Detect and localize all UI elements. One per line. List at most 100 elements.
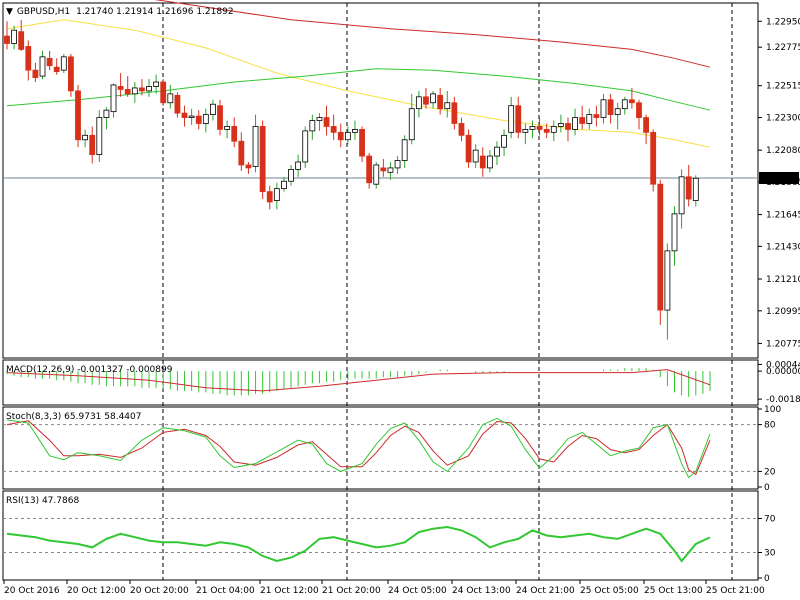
rsi-tick-label: 70	[764, 515, 776, 525]
rsi-tick-label: 30	[764, 549, 776, 559]
price-tick-label: 1.22080	[766, 146, 800, 156]
candle-body	[153, 81, 160, 87]
candle-body	[423, 96, 429, 105]
macd-label: MACD(12,26,9) -0.001327 -0.000899	[6, 365, 173, 375]
candle-body	[53, 66, 60, 73]
candle-body	[522, 129, 529, 133]
candle-body	[494, 146, 500, 157]
price-tick-label: 1.20775	[766, 339, 800, 349]
candle-body	[678, 176, 685, 215]
candle-body	[60, 56, 67, 71]
candle-body	[579, 117, 586, 124]
candle-body	[479, 155, 486, 169]
x-tick-label: 24 Oct 13:00	[452, 586, 511, 596]
candle-body	[465, 134, 472, 163]
macd-tick-label: 0.00044	[766, 360, 800, 370]
candle-body	[458, 123, 465, 136]
ma-slow-line	[154, 0, 711, 68]
candle-body	[657, 183, 664, 311]
candle-body	[210, 103, 216, 115]
candle-body	[600, 99, 607, 118]
candle-body	[621, 99, 628, 110]
current-price-marker	[759, 171, 799, 184]
candle-body	[401, 139, 408, 161]
candle-body	[486, 155, 493, 169]
candle-body	[295, 161, 302, 170]
stoch-main-line	[6, 417, 711, 479]
chart-header: ▼ GBPUSD,H1 1.21740 1.21914 1.21696 1.2189…	[6, 7, 234, 17]
candle-body	[415, 96, 422, 110]
x-tick-label: 24 Oct 05:00	[388, 586, 447, 596]
header-arrow: ▼	[6, 7, 13, 17]
candle-body	[380, 167, 387, 172]
x-tick-label: 20 Oct 12:00	[67, 586, 126, 596]
ma-fast-line	[6, 19, 711, 148]
price-tick-label: 1.20995	[766, 307, 800, 317]
x-tick-label: 21 Oct 12:00	[260, 586, 319, 596]
candle-body	[344, 131, 351, 141]
macd-tick-label: 0.00000	[766, 367, 800, 377]
candle-body	[39, 56, 46, 77]
candle-body	[643, 117, 649, 133]
stoch-tick-label: 0	[764, 483, 770, 493]
pane-border-rsi	[2, 490, 759, 581]
pane-border-stoch	[2, 406, 759, 490]
candle-body	[266, 191, 273, 203]
current-price-label: 1.21892	[762, 174, 799, 184]
candle-body	[557, 123, 564, 127]
stoch-label: Stoch(8,3,3) 65.9731 58.4407	[6, 412, 141, 422]
candle-body	[323, 117, 330, 127]
pane-border-macd	[2, 359, 759, 406]
candle-body	[572, 117, 578, 130]
candle-body	[692, 177, 699, 201]
candle-body	[394, 160, 401, 169]
candle-body	[515, 105, 522, 133]
candle-body	[110, 84, 117, 113]
rsi-line	[6, 525, 711, 563]
candle-body	[430, 93, 436, 104]
candle-body	[238, 140, 245, 166]
header-symbol: GBPUSD,H1	[17, 7, 70, 17]
candle-body	[202, 114, 209, 124]
candle-body	[501, 134, 507, 148]
candle-body	[68, 56, 74, 92]
candle-body	[330, 126, 337, 133]
candle-body	[614, 108, 621, 115]
price-tick-label: 1.22950	[766, 17, 800, 27]
macd-signal-line	[6, 369, 711, 392]
candle-body	[217, 105, 223, 130]
candle-body	[273, 188, 280, 201]
candle-body	[96, 117, 103, 155]
rsi-label: RSI(13) 47.7868	[6, 496, 79, 506]
stoch-signal-line	[6, 420, 711, 476]
candle-body	[25, 46, 32, 71]
x-tick-label: 24 Oct 21:00	[516, 586, 575, 596]
candle-body	[309, 120, 316, 132]
pane-border-price	[2, 2, 759, 359]
candle-body	[103, 109, 110, 118]
x-tick-label: 20 Oct 2016	[4, 586, 60, 596]
candle-body	[167, 93, 174, 104]
x-tick-label: 25 Oct 05:00	[580, 586, 639, 596]
price-tick-label: 1.21210	[766, 275, 800, 285]
candle-body	[543, 129, 550, 133]
x-tick-label: 25 Oct 13:00	[644, 586, 703, 596]
candle-body	[536, 126, 543, 130]
candle-body	[352, 129, 358, 133]
candle-body	[124, 89, 131, 95]
candle-body	[188, 115, 195, 118]
candle-body	[593, 114, 600, 118]
candle-body	[89, 134, 96, 155]
candle-body	[195, 115, 202, 124]
x-tick-label: 21 Oct 04:00	[196, 586, 255, 596]
candle-body	[586, 114, 593, 124]
candle-body	[437, 94, 444, 110]
candle-body	[146, 86, 152, 92]
candle-body	[628, 99, 635, 104]
candle-body	[4, 35, 10, 44]
candle-body	[373, 164, 380, 185]
price-tick-label: 1.21430	[766, 242, 800, 252]
candle-body	[607, 99, 614, 115]
